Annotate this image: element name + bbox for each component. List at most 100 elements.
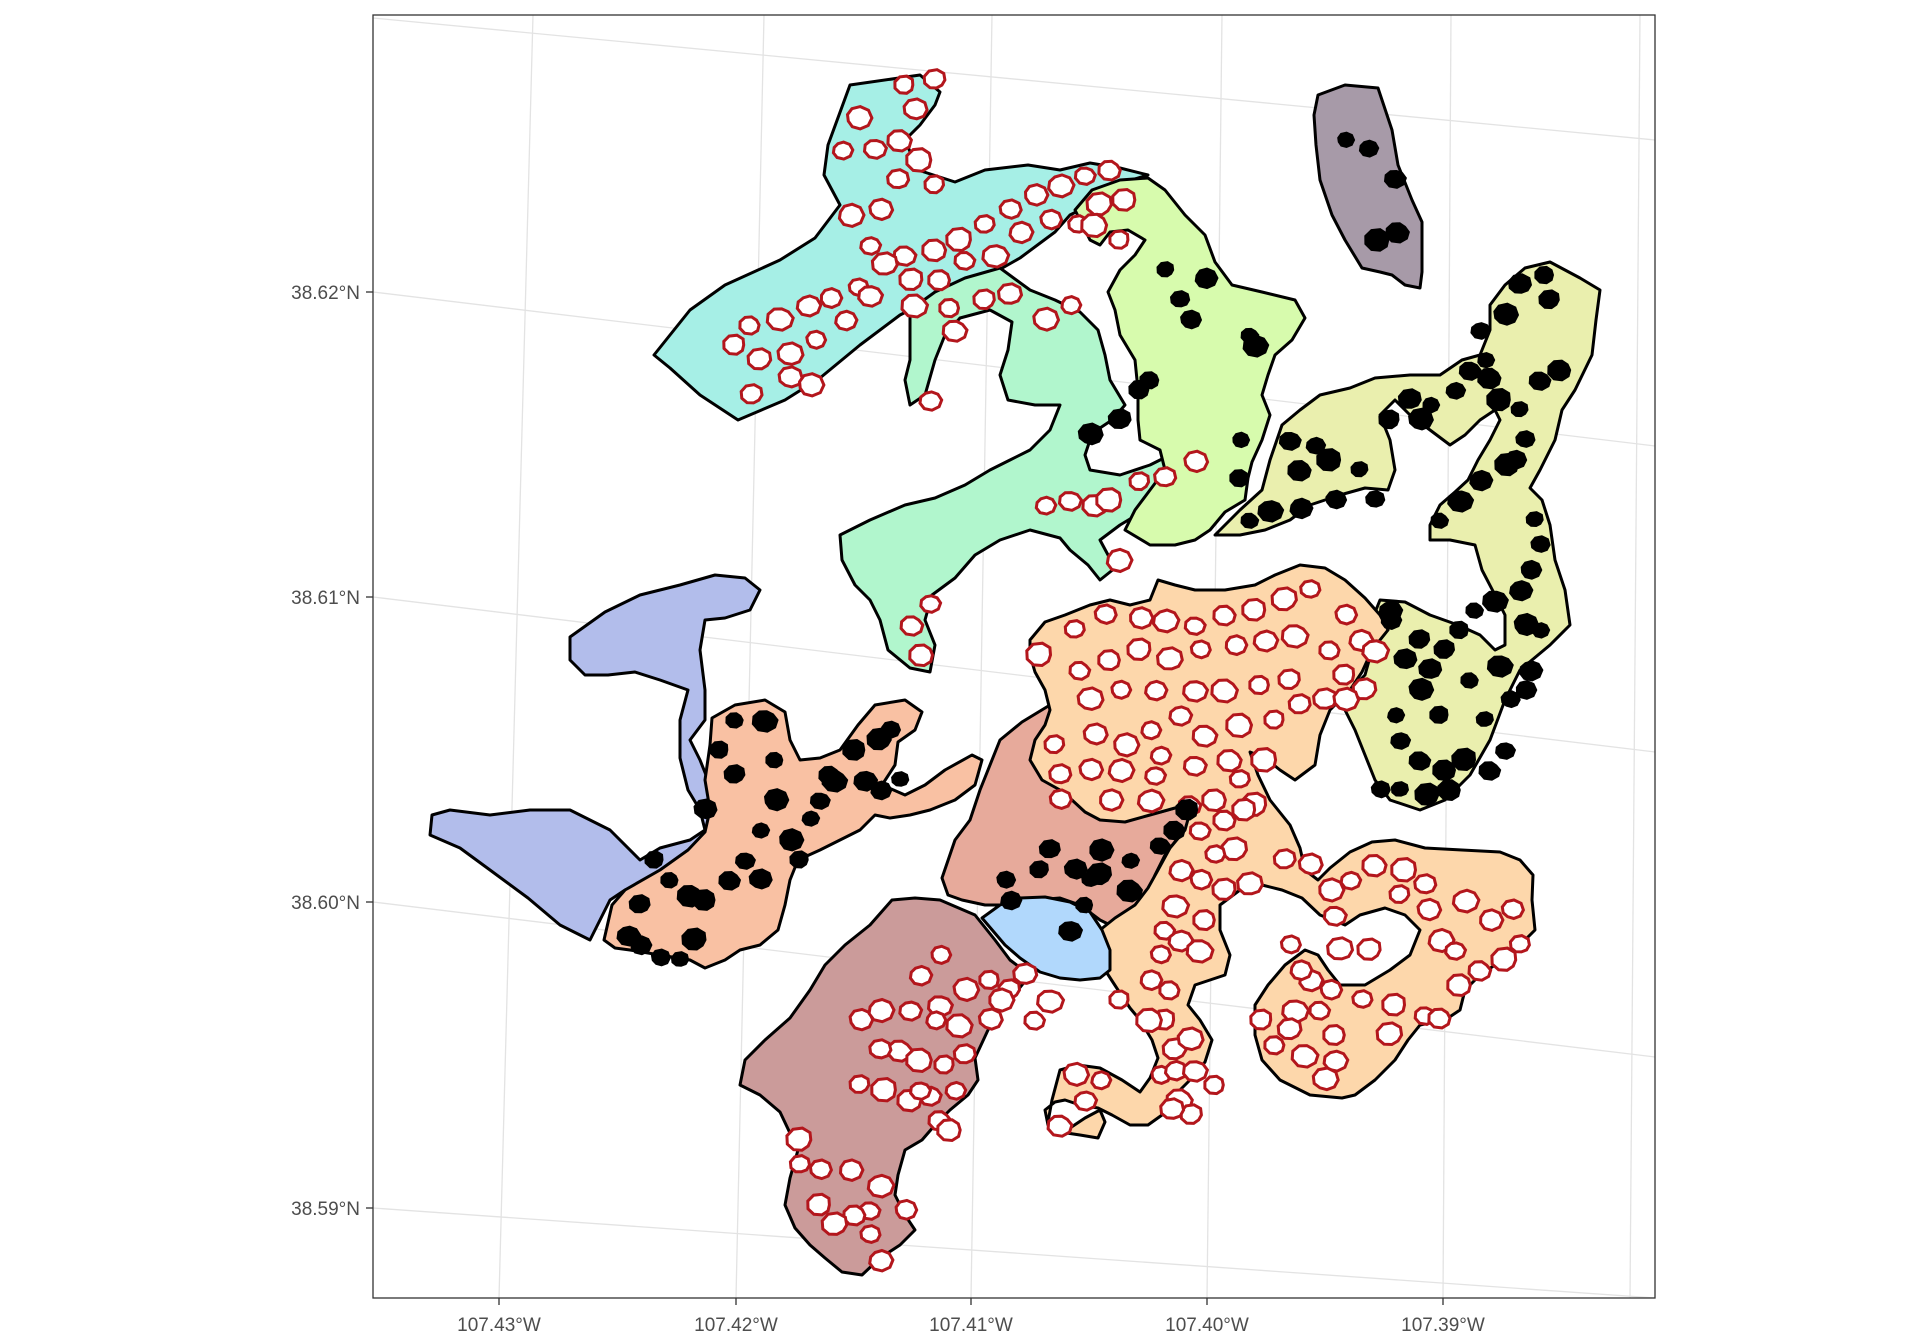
blob-89 bbox=[763, 788, 790, 812]
blob-7 bbox=[1180, 309, 1203, 330]
hole-95 bbox=[1210, 678, 1240, 704]
hole-104 bbox=[1263, 709, 1285, 730]
hole-114 bbox=[1078, 757, 1105, 782]
hole-168 bbox=[1444, 941, 1468, 961]
hole-172 bbox=[1508, 934, 1531, 954]
hole-47 bbox=[1032, 306, 1061, 332]
blob-95 bbox=[670, 951, 690, 967]
blob-84 bbox=[751, 710, 779, 733]
blob-46 bbox=[1470, 322, 1492, 340]
hole-89 bbox=[1332, 663, 1356, 686]
blob-72 bbox=[1408, 629, 1431, 649]
blob-20 bbox=[1350, 461, 1369, 478]
hole-140 bbox=[1158, 980, 1181, 1001]
hole-44 bbox=[938, 297, 961, 319]
blob-94 bbox=[681, 927, 707, 951]
blob-73 bbox=[1393, 648, 1418, 670]
hole-86 bbox=[1252, 629, 1280, 653]
hole-200 bbox=[978, 969, 1000, 991]
hole-99 bbox=[1332, 686, 1361, 712]
blob-117 bbox=[1038, 839, 1061, 859]
blob-88 bbox=[693, 798, 718, 820]
hole-9 bbox=[886, 168, 911, 190]
black-blobs bbox=[616, 131, 1572, 967]
hole-111 bbox=[1250, 747, 1278, 773]
blob-47 bbox=[1528, 371, 1552, 391]
blob-12 bbox=[1128, 379, 1150, 400]
blob-56 bbox=[1449, 620, 1469, 640]
hole-36 bbox=[738, 315, 761, 336]
blob-41 bbox=[1534, 265, 1555, 285]
blob-127 bbox=[1000, 890, 1023, 911]
hole-166 bbox=[1416, 897, 1443, 922]
blob-101 bbox=[644, 850, 664, 869]
polygon-light-green bbox=[1073, 176, 1307, 547]
hole-54 bbox=[777, 365, 804, 389]
hole-112 bbox=[1043, 734, 1066, 755]
hole-218 bbox=[848, 1007, 875, 1032]
hole-96 bbox=[1248, 674, 1270, 696]
hole-118 bbox=[1201, 788, 1227, 813]
blob-130 bbox=[1075, 896, 1094, 914]
blob-87 bbox=[723, 764, 746, 784]
hole-72 bbox=[1183, 616, 1207, 636]
blob-98 bbox=[616, 925, 642, 947]
graticule-lat-38.59 bbox=[373, 1207, 1655, 1298]
hole-188 bbox=[1279, 934, 1303, 955]
graticule-lon-107.43 bbox=[498, 15, 534, 1298]
hole-162 bbox=[1361, 853, 1388, 878]
hole-23 bbox=[1085, 191, 1113, 217]
hole-107 bbox=[1113, 732, 1141, 758]
hole-92 bbox=[1110, 679, 1133, 700]
hole-87 bbox=[1280, 624, 1310, 649]
blob-78 bbox=[1437, 779, 1461, 802]
hole-231 bbox=[820, 1211, 849, 1236]
hole-62 bbox=[1183, 449, 1210, 474]
blob-63 bbox=[1432, 759, 1457, 782]
hole-129 bbox=[1189, 868, 1214, 891]
blob-121 bbox=[1149, 837, 1171, 855]
blob-62 bbox=[1408, 751, 1432, 771]
blob-32 bbox=[1458, 361, 1482, 381]
blob-77 bbox=[1478, 761, 1502, 781]
blob-102 bbox=[628, 894, 651, 914]
hole-139 bbox=[1185, 939, 1215, 964]
hole-189 bbox=[1289, 959, 1314, 982]
hole-158 bbox=[1297, 852, 1324, 876]
blob-114 bbox=[821, 769, 849, 793]
hole-82 bbox=[1126, 637, 1152, 662]
blob-99 bbox=[676, 884, 704, 908]
hole-85 bbox=[1224, 634, 1249, 657]
blob-70 bbox=[1460, 672, 1479, 689]
hole-145 bbox=[1163, 1059, 1189, 1082]
blob-57 bbox=[1433, 639, 1456, 659]
blob-2 bbox=[1383, 169, 1407, 189]
blob-60 bbox=[1387, 707, 1406, 724]
hole-14 bbox=[921, 238, 948, 263]
x-label-107.39: 107.39°W bbox=[1401, 1315, 1485, 1336]
panel-border bbox=[372, 14, 1656, 1299]
blob-17 bbox=[1278, 431, 1302, 451]
hole-80 bbox=[1068, 660, 1092, 681]
blob-104 bbox=[779, 828, 805, 852]
hole-156 bbox=[1108, 989, 1130, 1010]
blob-6 bbox=[1169, 290, 1191, 308]
blob-108 bbox=[842, 738, 866, 761]
graticule-lat-38.63 bbox=[373, 17, 1655, 141]
hole-56 bbox=[1034, 495, 1058, 516]
hole-222 bbox=[936, 1118, 962, 1143]
hole-130 bbox=[1168, 858, 1195, 883]
hole-17 bbox=[998, 198, 1023, 220]
hole-91 bbox=[1076, 686, 1105, 712]
hole-7 bbox=[905, 147, 933, 173]
hole-53 bbox=[739, 383, 764, 405]
blob-48 bbox=[1547, 359, 1572, 382]
blob-19 bbox=[1316, 448, 1342, 472]
hole-187 bbox=[1326, 936, 1355, 961]
blob-105 bbox=[801, 810, 821, 827]
hole-194 bbox=[1276, 1017, 1303, 1041]
hole-124 bbox=[1188, 821, 1212, 841]
hole-61 bbox=[1153, 466, 1178, 488]
blob-4 bbox=[1364, 228, 1390, 252]
blob-50 bbox=[1525, 511, 1544, 528]
